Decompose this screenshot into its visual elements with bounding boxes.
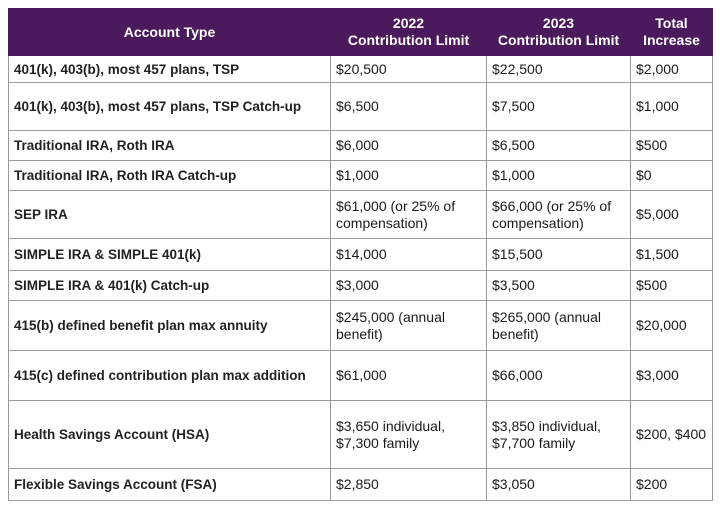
value-cell: $3,650 individual, $7,300 family (330, 400, 487, 469)
header-text: Contribution Limit (347, 32, 470, 48)
table-body: 401(k), 403(b), most 457 plans, TSP $20,5… (8, 55, 713, 501)
account-type-cell: 401(k), 403(b), most 457 plans, TSP (8, 55, 331, 83)
value-cell: $66,000 (486, 350, 631, 401)
value-cell: $6,500 (486, 130, 631, 161)
value-cell: $1,500 (630, 238, 713, 271)
table-header: Account Type 2022 Contribution Limit 2023 Co… (8, 8, 713, 56)
value-cell: $7,500 (486, 82, 631, 131)
value-cell: $0 (630, 160, 713, 191)
value-cell: $200 (630, 468, 713, 501)
table-row: SIMPLE IRA & SIMPLE 401(k) $14,000 $15,500… (8, 238, 713, 271)
value-cell: $2,000 (630, 55, 713, 83)
account-type-cell: SIMPLE IRA & 401(k) Catch-up (8, 270, 331, 301)
header-cell: Total Increase (630, 8, 713, 56)
value-cell: $500 (630, 130, 713, 161)
account-type-cell: Health Savings Account (HSA) (8, 400, 331, 469)
value-cell: $20,500 (330, 55, 487, 83)
value-cell: $3,850 individual, $7,700 family (486, 400, 631, 469)
value-cell: $3,000 (330, 270, 487, 301)
account-type-cell: Traditional IRA, Roth IRA Catch-up (8, 160, 331, 191)
header-row: Account Type 2022 Contribution Limit 2023 Co… (8, 8, 713, 56)
value-cell: $5,000 (630, 190, 713, 239)
value-cell: $14,000 (330, 238, 487, 271)
account-type-cell: 401(k), 403(b), most 457 plans, TSP Catc… (8, 82, 331, 131)
header-text: Total (655, 15, 688, 31)
value-cell: $3,000 (630, 350, 713, 401)
account-type-cell: Flexible Savings Account (FSA) (8, 468, 331, 501)
table-row: Traditional IRA, Roth IRA $6,000 $6,500 $50… (8, 130, 713, 161)
value-cell: $3,050 (486, 468, 631, 501)
contribution-table: Account Type 2022 Contribution Limit 2023 Co… (8, 8, 713, 501)
value-cell: $1,000 (630, 82, 713, 131)
account-type-cell: Traditional IRA, Roth IRA (8, 130, 331, 161)
value-cell: $15,500 (486, 238, 631, 271)
value-cell: $6,500 (330, 82, 487, 131)
table-row: 415(c) defined contribution plan max add… (8, 350, 713, 401)
header-text: Contribution Limit (497, 32, 620, 48)
header-cell: 2022 Contribution Limit (330, 8, 487, 56)
header-text: Increase (643, 32, 700, 48)
value-cell: $2,850 (330, 468, 487, 501)
account-type-cell: 415(b) defined benefit plan max annuity (8, 300, 331, 351)
value-cell: $3,500 (486, 270, 631, 301)
header-cell: 2023 Contribution Limit (486, 8, 631, 56)
table-row: SEP IRA $61,000 (or 25% of compensation) $… (8, 190, 713, 239)
table-row: 401(k), 403(b), most 457 plans, TSP $20,5… (8, 55, 713, 83)
value-cell: $61,000 (or 25% of compensation) (330, 190, 487, 239)
header-text: 2023 (542, 15, 575, 31)
account-type-cell: SIMPLE IRA & SIMPLE 401(k) (8, 238, 331, 271)
table-row: SIMPLE IRA & 401(k) Catch-up $3,000 $3,500… (8, 270, 713, 301)
header-text: 2022 (392, 15, 425, 31)
value-cell: $200, $400 (630, 400, 713, 469)
account-type-cell: 415(c) defined contribution plan max add… (8, 350, 331, 401)
table-row: Traditional IRA, Roth IRA Catch-up $1,000… (8, 160, 713, 191)
table-row: Flexible Savings Account (FSA) $2,850 $3,0… (8, 468, 713, 501)
table-row: Health Savings Account (HSA) $3,650 indiv… (8, 400, 713, 469)
account-type-cell: SEP IRA (8, 190, 331, 239)
value-cell: $22,500 (486, 55, 631, 83)
header-text: Account Type (123, 23, 216, 40)
table-row: 415(b) defined benefit plan max annuity $… (8, 300, 713, 351)
value-cell: $6,000 (330, 130, 487, 161)
value-cell: $20,000 (630, 300, 713, 351)
value-cell: $1,000 (330, 160, 487, 191)
value-cell: $500 (630, 270, 713, 301)
value-cell: $265,000 (annual benefit) (486, 300, 631, 351)
value-cell: $245,000 (annual benefit) (330, 300, 487, 351)
value-cell: $61,000 (330, 350, 487, 401)
header-cell: Account Type (8, 8, 331, 56)
value-cell: $66,000 (or 25% of compensation) (486, 190, 631, 239)
value-cell: $1,000 (486, 160, 631, 191)
table-row: 401(k), 403(b), most 457 plans, TSP Catc… (8, 82, 713, 131)
